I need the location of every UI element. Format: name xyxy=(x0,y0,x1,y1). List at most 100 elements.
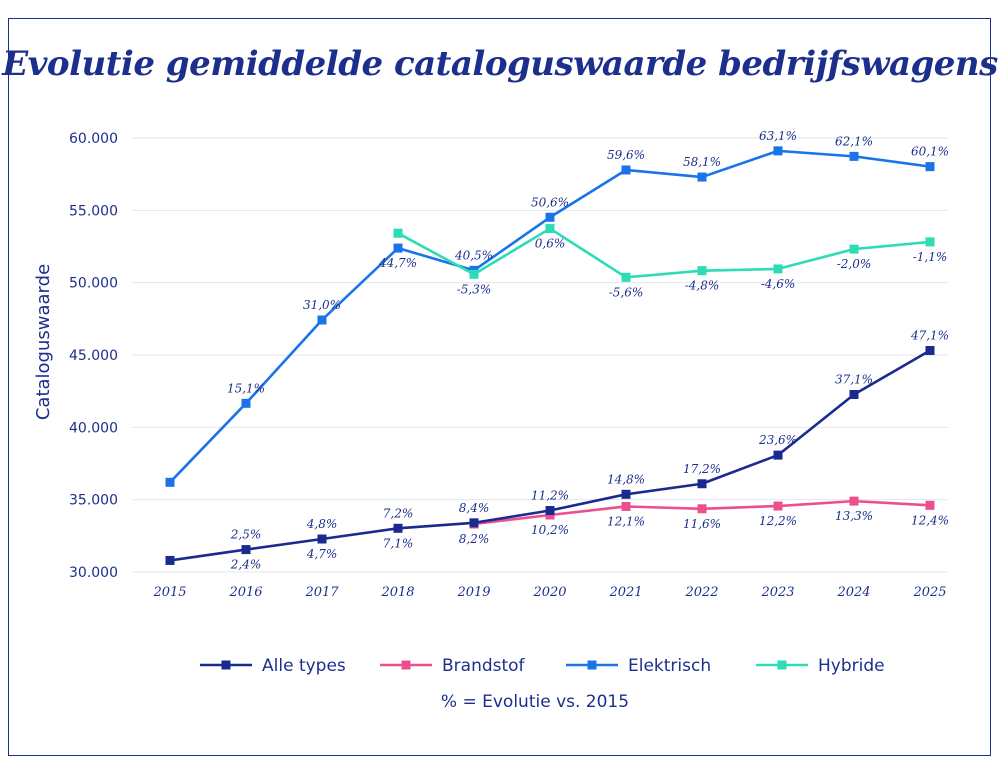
data-label: 11,6% xyxy=(683,517,721,531)
data-label: 44,7% xyxy=(378,256,417,270)
y-tick-label: 60.000 xyxy=(69,131,118,147)
data-label: 37,1% xyxy=(835,372,873,386)
legend-marker xyxy=(777,660,787,670)
legend-label: Brandstof xyxy=(442,656,526,676)
data-point-brandstof xyxy=(773,501,783,511)
data-label: 8,2% xyxy=(459,532,490,546)
legend-marker xyxy=(587,660,597,670)
data-point-elektrisch xyxy=(393,243,403,253)
data-label: -5,6% xyxy=(609,285,644,299)
x-tick-label: 2024 xyxy=(836,585,870,600)
y-tick-label: 30.000 xyxy=(69,565,118,581)
data-point-hybride xyxy=(849,244,859,254)
y-tick-label: 50.000 xyxy=(69,276,118,292)
x-axis-ticks: 2015 2016 2017 2018 2019 2020 2021 2022 2023 2024… xyxy=(152,585,946,600)
y-tick-label: 55.000 xyxy=(69,203,118,219)
y-tick-label: 40.000 xyxy=(69,420,118,436)
data-point-elektrisch xyxy=(925,162,935,172)
data-label: 60,1% xyxy=(911,145,949,159)
data-point-hybride xyxy=(469,269,479,279)
data-point-alle-types xyxy=(317,534,327,544)
x-tick-label: 2019 xyxy=(456,585,490,600)
data-label: -4,8% xyxy=(685,279,720,293)
x-tick-label: 2023 xyxy=(760,585,794,600)
data-point-alle-types xyxy=(697,479,707,489)
data-point-elektrisch xyxy=(849,151,859,161)
data-label: 31,0% xyxy=(303,298,341,312)
data-label: 62,1% xyxy=(835,134,873,148)
data-label: 11,2% xyxy=(531,489,569,503)
legend: Alle types Brandstof Elektrisch Hybride xyxy=(200,656,885,676)
legend-label: Alle types xyxy=(262,656,346,676)
grid-lines xyxy=(132,137,948,573)
data-label: 10,2% xyxy=(531,523,569,537)
series-line-hybride xyxy=(397,227,931,279)
data-label: 7,2% xyxy=(383,506,414,520)
data-label: -4,6% xyxy=(761,277,796,291)
data-label: 17,2% xyxy=(683,462,721,476)
data-label: 4,7% xyxy=(306,547,338,561)
data-point-alle-types xyxy=(849,389,859,399)
x-tick-label: 2025 xyxy=(912,585,946,600)
data-point-alle-types xyxy=(545,506,555,516)
x-tick-label: 2022 xyxy=(684,585,718,600)
legend-label: Elektrisch xyxy=(628,656,711,676)
legend-label: Hybride xyxy=(818,656,885,676)
data-point-elektrisch xyxy=(545,212,555,222)
data-point-elektrisch xyxy=(317,315,327,325)
data-point-alle-types xyxy=(469,518,479,528)
data-label: -2,0% xyxy=(837,257,872,271)
legend-item-hybride: Hybride xyxy=(756,656,885,676)
data-point-hybride xyxy=(545,224,555,234)
legend-marker xyxy=(221,660,231,670)
x-tick-label: 2017 xyxy=(304,585,339,600)
x-tick-label: 2021 xyxy=(608,585,642,600)
data-point-brandstof xyxy=(621,501,631,511)
data-point-alle-types xyxy=(165,555,175,565)
data-point-hybride xyxy=(925,237,935,247)
data-point-elektrisch xyxy=(697,172,707,182)
data-point-alle-types xyxy=(393,523,403,533)
data-point-brandstof xyxy=(849,496,859,506)
data-point-hybride xyxy=(773,264,783,274)
data-point-elektrisch xyxy=(165,477,175,487)
data-label: 50,6% xyxy=(531,195,569,209)
data-point-hybride xyxy=(697,266,707,276)
evolution-note: % = Evolutie vs. 2015 xyxy=(440,692,630,712)
data-point-brandstof xyxy=(925,500,935,510)
legend-item-elektrisch: Elektrisch xyxy=(566,656,711,676)
chart-frame xyxy=(8,18,991,756)
data-label: 13,3% xyxy=(835,509,873,523)
data-point-elektrisch xyxy=(241,398,251,408)
data-point-brandstof xyxy=(697,504,707,514)
data-point-alle-types xyxy=(241,545,251,555)
data-label: 58,1% xyxy=(683,155,721,169)
data-label: 12,1% xyxy=(607,514,645,528)
data-label: 40,5% xyxy=(454,248,493,262)
data-label: 12,2% xyxy=(759,514,797,528)
data-label: 4,8% xyxy=(306,517,338,531)
data-point-alle-types xyxy=(773,450,783,460)
data-point-hybride xyxy=(621,272,631,282)
series-lines xyxy=(165,146,935,565)
y-tick-label: 45.000 xyxy=(69,348,118,364)
data-point-elektrisch xyxy=(621,165,631,175)
legend-item-alle-types: Alle types xyxy=(200,656,346,676)
data-label: 23,6% xyxy=(758,433,797,447)
chart-title: Evolutie gemiddelde cataloguswaarde bedr… xyxy=(2,44,998,84)
data-point-elektrisch xyxy=(773,146,783,156)
data-point-alle-types xyxy=(925,346,935,356)
data-label: 12,4% xyxy=(911,513,949,527)
y-axis-ticks: 30.000 35.000 40.000 45.000 50.000 55.000 60.0… xyxy=(69,131,118,581)
data-label: 59,6% xyxy=(607,148,645,162)
data-label: 2,4% xyxy=(230,558,262,572)
data-label: 7,1% xyxy=(383,536,414,550)
data-label: 63,1% xyxy=(759,129,797,143)
data-labels: 2,5% 4,8% 7,2% 8,4% 11,2% 14,8% 17,2% 23,6% 37,1… xyxy=(227,129,949,572)
y-axis-label: Cataloguswaarde xyxy=(33,264,54,420)
data-label: 0,6% xyxy=(535,237,566,251)
x-tick-label: 2018 xyxy=(380,585,414,600)
y-tick-label: 35.000 xyxy=(69,493,118,509)
data-label: 14,8% xyxy=(607,472,645,486)
data-label: -1,1% xyxy=(913,250,948,264)
